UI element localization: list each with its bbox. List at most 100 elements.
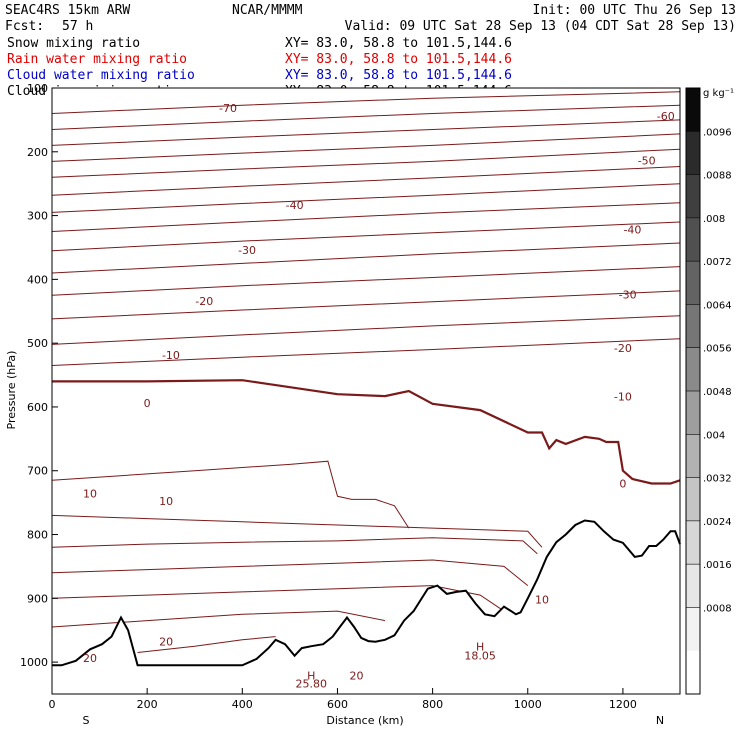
isotherm-line [51,221,681,252]
contour-label: 20 [159,636,173,649]
colorbar-segment [686,477,700,521]
isotherm-line [51,166,681,196]
contour-label: -30 [619,289,637,302]
isotherm-line [51,315,681,345]
y-axis-label: Pressure (hPa) [5,351,18,430]
colorbar-label: .0024 [703,517,732,528]
warm-isotherm-line [51,585,505,612]
contour-label: -50 [638,155,656,168]
colorbar-segment [686,650,700,694]
colorbar-label: .0056 [703,344,732,355]
contour-label: 25.80 [296,678,328,691]
y-tick-label: 100 [27,82,48,95]
y-tick-label: 600 [27,401,48,414]
contour-labels: -70 -60 -50 -40 -40 -30 -30 -20 -20 -10 -10 0 0 10 10 1… [83,102,675,690]
colorbar-unit: g kg⁻¹ [703,88,734,99]
freezing-level-line [52,379,681,485]
terrain-fill [52,520,680,694]
warm-isotherm-line [137,636,276,653]
isotherm-line [51,266,681,296]
center-name: NCAR/MMMM [232,3,303,18]
x-tick-label: 400 [232,698,253,711]
contour-label: -40 [286,199,304,212]
contour-label: 10 [535,593,549,606]
contour-label: H [307,669,315,682]
colorbar-label: .0016 [703,560,732,571]
colorbar-label: .0032 [703,474,732,485]
right-end-label: N [656,714,664,727]
contour-label: -10 [614,391,632,404]
y-tick-label: 800 [27,529,48,542]
header: SEAC4RS 15km ARW NCAR/MMMM Init: 00 UTC … [5,3,736,34]
y-tick-label: 500 [27,337,48,350]
x-tick-label: 200 [137,698,158,711]
colorbar-segment [686,131,700,175]
colorbar-segment [686,174,700,218]
contour-label: 18.05 [464,650,496,663]
isotherm-line [51,133,681,162]
contour-label: 10 [83,488,97,501]
field-name: Rain water mixing ratio [7,52,187,67]
colorbar-segment [686,391,700,435]
y-tick-label: 700 [27,465,48,478]
x-tick-label: 1000 [514,698,542,711]
warm-isotherm-line [51,559,529,586]
isotherm-line [51,104,681,130]
x-tick-label: 0 [49,698,56,711]
colorbar-label: .0072 [703,257,732,268]
colorbar: .0096 .0088 .008 .0072 .0064 .0056 .0048 .004 .0… [685,87,734,695]
contour-label: 20 [83,652,97,665]
colorbar-segment [686,88,700,132]
valid-time: Valid: 09 UTC Sat 28 Sep 13 (04 CDT Sat … [345,19,736,34]
contour-label: -30 [238,244,256,257]
colorbar-segment [686,434,700,478]
terrain-line [52,519,681,667]
plot-frame [51,87,681,695]
colorbar-label: .0008 [703,603,732,614]
x-tick-label: 1200 [609,698,637,711]
colorbar-segment [686,520,700,565]
y-tick-label: 200 [27,146,48,159]
model-name: SEAC4RS 15km ARW [5,3,130,18]
y-tick-label: 300 [27,210,48,223]
warm-isotherm-line [51,514,543,548]
warm-isotherm-line [51,537,538,555]
init-time: Init: 00 UTC Thu 26 Sep 13 [533,3,737,18]
warm-isotherm-line [51,460,410,529]
isotherm-line [51,338,681,366]
colorbar-segment [686,217,700,262]
colorbar-segment [686,564,700,608]
warm-isotherm-line [51,610,386,628]
y-tick-label: 900 [27,592,48,605]
left-end-label: S [83,714,90,727]
isotherm-line [51,119,681,146]
x-tick-label: 600 [327,698,348,711]
isotherm-line [51,290,681,320]
contour-label: 10 [159,495,173,508]
contour-label: 20 [349,669,363,682]
field-name: Snow mixing ratio [7,36,140,51]
colorbar-label: .0096 [703,127,732,138]
colorbar-label: .0048 [703,387,732,398]
y-tick-label: 1000 [20,656,48,669]
contour-label: -60 [657,110,675,123]
field-name: Cloud water mixing ratio [7,68,195,83]
x-tick-label: 800 [422,698,443,711]
forecast-label: Fcst: [5,19,44,34]
terrain-profile [52,519,681,694]
contour-lines [51,91,681,653]
colorbar-segment [686,261,700,305]
forecast-hour: 57 h [62,19,93,34]
isotherm-line [51,242,681,274]
colorbar-label: .004 [703,430,725,441]
field-xy: XY= 83.0, 58.8 to 101.5,144.6 [285,52,512,67]
contour-label: H [476,641,484,654]
contour-label: -70 [219,102,237,115]
colorbar-segment [686,607,700,651]
colorbar-label: .0064 [703,300,732,311]
colorbar-label: .0088 [703,171,732,182]
field-xy: XY= 83.0, 58.8 to 101.5,144.6 [285,36,512,51]
colorbar-segment [686,304,700,348]
